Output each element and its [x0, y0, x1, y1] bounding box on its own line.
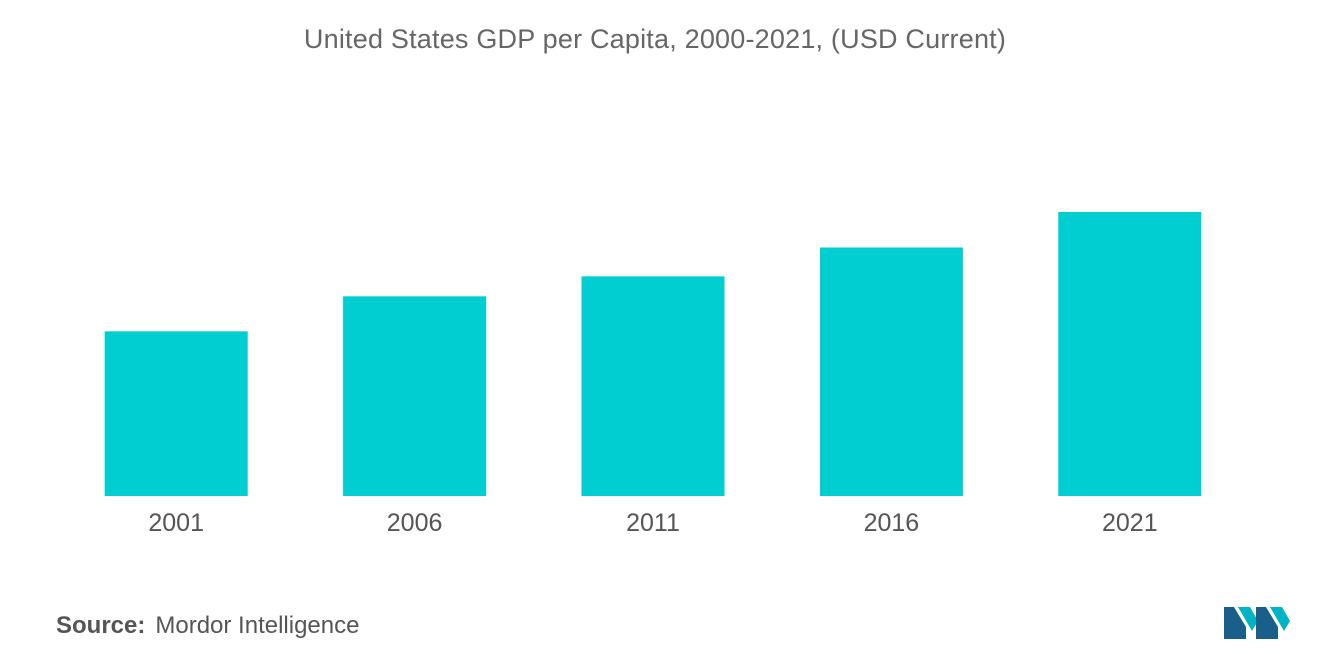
- x-tick-labels: 2001 2006 2011 2016 2021: [148, 509, 1157, 537]
- mordor-intelligence-logo-icon: [1224, 607, 1290, 639]
- x-tick-label-2001: 2001: [148, 509, 204, 537]
- bar-2016: [819, 247, 963, 496]
- chart-title: United States GDP per Capita, 2000-2021,…: [303, 24, 1007, 54]
- bar-2006: [343, 296, 487, 496]
- x-tick-label-2006: 2006: [387, 509, 443, 537]
- bar-2001: [104, 331, 248, 496]
- bars-group: [104, 212, 1202, 496]
- bar-2011: [581, 276, 725, 496]
- source-label: Source:: [56, 612, 146, 639]
- bar-chart: 2001 2006 2011 2016 2021: [104, 212, 1202, 537]
- x-tick-label-2011: 2011: [626, 509, 680, 537]
- source-note: Source: Mordor Intelligence: [56, 612, 359, 640]
- x-tick-label-2016: 2016: [864, 509, 920, 537]
- source-text: Mordor Intelligence: [155, 612, 360, 639]
- x-tick-label-2021: 2021: [1102, 509, 1158, 537]
- bar-2021: [1058, 212, 1202, 496]
